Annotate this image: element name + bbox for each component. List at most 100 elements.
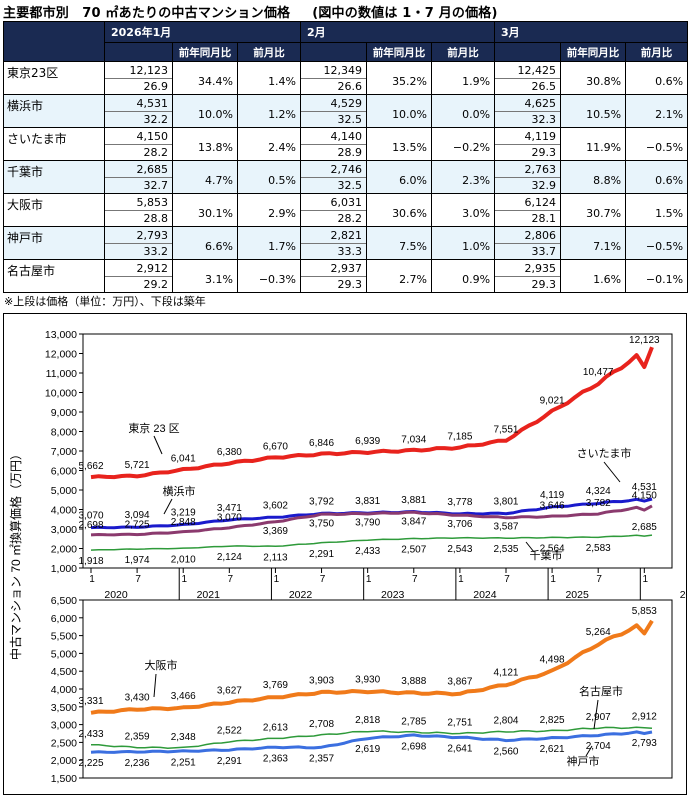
yoy-value: 30.6% (366, 193, 433, 227)
data-label: 2,291 (309, 549, 334, 560)
y-tick-label: 6,000 (51, 613, 77, 625)
data-label: 2,507 (401, 545, 426, 556)
x-tick-label: 7 (596, 574, 602, 585)
data-label: 4,324 (586, 486, 611, 497)
yoy-value: 30.1% (172, 193, 238, 227)
data-label: 3,831 (355, 496, 380, 507)
mom-value: −0.5% (625, 127, 689, 161)
y-tick-label: 1,000 (51, 563, 77, 575)
data-label: 2,543 (447, 544, 472, 555)
series-name-label: 名古屋市 (579, 684, 623, 698)
data-label: 12,123 (629, 335, 660, 346)
y-tick-label: 4,500 (51, 666, 77, 678)
x-tick-label: 7 (504, 574, 510, 585)
data-label: 2,236 (125, 758, 150, 769)
table-row: さいたま市 4,150 28.2 13.8% 2.4% 4,140 28.9 13.5% −0.… (3, 127, 689, 161)
yoy-value: 34.4% (172, 61, 238, 95)
series-name-leader (603, 461, 621, 483)
y-tick-label: 2,500 (51, 737, 77, 749)
price-value: 4,119 (495, 128, 561, 145)
data-label: 7,034 (401, 434, 426, 445)
yoy-value: 30.7% (560, 193, 627, 227)
mom-value: 0.9% (431, 259, 496, 293)
building-age: 28.2 (337, 212, 363, 225)
price-cell: 12,123 26.9 (104, 61, 173, 95)
building-age: 32.9 (531, 179, 557, 192)
price-value: 4,140 (301, 128, 367, 145)
price-cell: 2,821 33.3 (300, 226, 368, 260)
x-tick-label: 1 (366, 574, 372, 585)
price-cell: 4,529 32.5 (300, 94, 368, 128)
building-age: 32.3 (531, 113, 557, 126)
x-year-label: 2020 (104, 589, 128, 601)
data-label: 3,430 (125, 692, 150, 703)
price-cell: 12,425 26.5 (494, 61, 562, 95)
data-label: 3,706 (447, 519, 472, 530)
data-label: 2,848 (171, 517, 196, 528)
data-label: 2,818 (355, 715, 380, 726)
table-corner (3, 21, 105, 62)
price-cell: 6,031 28.2 (300, 193, 368, 227)
mom-value: 3.0% (431, 193, 496, 227)
data-label: 2,619 (355, 744, 380, 755)
yoy-value: 7.5% (366, 226, 433, 260)
data-label: 2,685 (632, 522, 657, 533)
data-label: 2,564 (540, 544, 565, 555)
price-value: 4,625 (495, 95, 561, 112)
mom-value: 0.6% (625, 160, 689, 194)
table-footnote: ※上段は価格（単位：万円）、下段は築年 (4, 295, 206, 308)
building-age: 28.9 (337, 146, 363, 159)
building-age: 29.2 (143, 278, 169, 291)
building-age: 33.3 (337, 245, 363, 258)
building-age: 32.5 (337, 113, 363, 126)
yoy-value: 4.7% (172, 160, 238, 194)
building-age: 32.7 (143, 179, 169, 192)
x-tick-label: 1 (458, 574, 464, 585)
data-label: 2,363 (263, 753, 288, 764)
building-age: 29.3 (337, 278, 363, 291)
data-label: 3,888 (401, 676, 426, 687)
data-label: 2,751 (447, 717, 472, 728)
y-tick-label: 12,000 (45, 349, 77, 361)
price-cell: 2,937 29.3 (300, 259, 368, 293)
month-header: 3月 (494, 21, 689, 43)
data-label: 3,466 (171, 691, 196, 702)
data-label: 5,853 (632, 606, 657, 617)
building-age: 33.2 (143, 245, 169, 258)
data-label: 3,782 (586, 498, 611, 509)
y-tick-label: 1,500 (51, 773, 77, 785)
data-label: 3,769 (263, 680, 288, 691)
building-age: 28.1 (531, 212, 557, 225)
city-name: 千葉市 (3, 160, 105, 194)
x-tick-label: 7 (135, 574, 141, 585)
y-tick-label: 4,000 (51, 505, 77, 517)
price-table: 2026年1月 2月 3月 前年同月比 前月比 前年同月比 前月比 前年同月比 前月比… (3, 21, 689, 293)
price-value: 2,937 (301, 260, 367, 277)
yoy-value: 6.0% (366, 160, 433, 194)
building-age: 32.2 (143, 113, 169, 126)
y-tick-label: 10,000 (45, 388, 77, 400)
price-value: 2,806 (495, 227, 561, 244)
city-name: 東京23区 (3, 61, 105, 95)
y-tick-label: 13,000 (45, 329, 77, 341)
data-label: 4,498 (540, 654, 565, 665)
series-line-0-3 (90, 534, 653, 551)
yoy-value: 8.8% (560, 160, 627, 194)
data-label: 2,621 (540, 744, 565, 755)
data-label: 6,041 (171, 454, 196, 465)
series-name-leader (153, 435, 163, 455)
data-label: 4,150 (632, 491, 657, 502)
mom-value: 2.4% (236, 127, 302, 161)
yoy-value: 2.7% (366, 259, 433, 293)
series-line-1-0 (90, 619, 654, 715)
price-cell: 5,853 28.8 (104, 193, 173, 227)
city-name: 横浜市 (3, 94, 105, 128)
series-name-leader (525, 541, 535, 553)
price-value: 2,746 (301, 161, 367, 178)
y-tick-label: 2,000 (51, 544, 77, 556)
data-label: 3,881 (401, 495, 426, 506)
mom-value: 2.3% (431, 160, 496, 194)
data-label: 2,560 (493, 746, 518, 757)
y-tick-label: 8,000 (51, 427, 77, 439)
data-label: 2,583 (586, 543, 611, 554)
